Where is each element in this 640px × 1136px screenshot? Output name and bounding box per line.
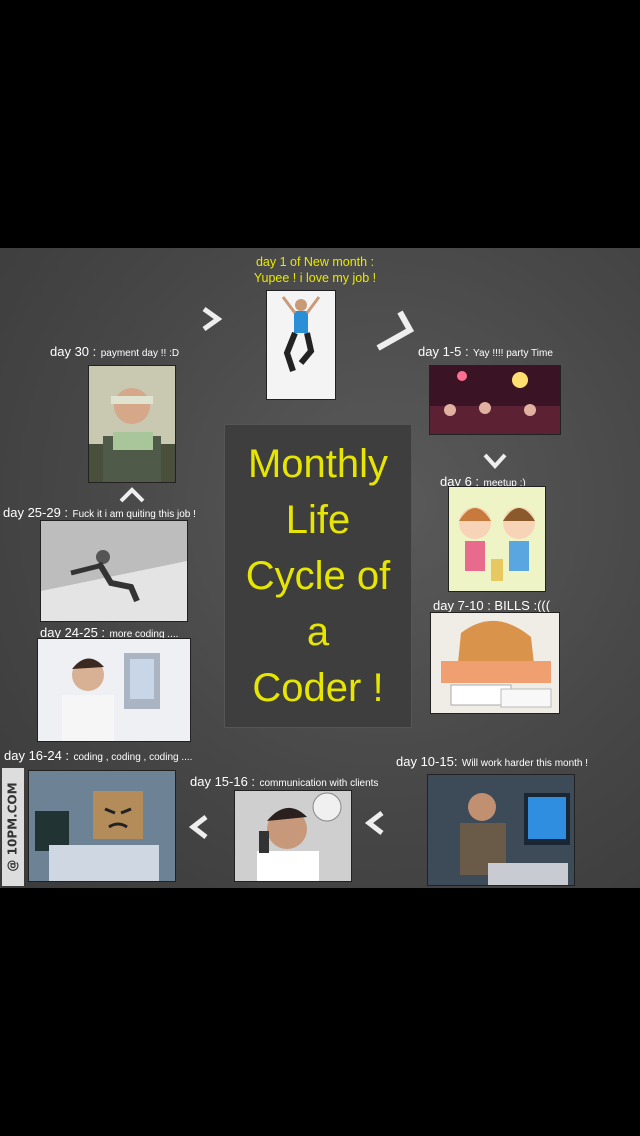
label-day6-day: day 6 : — [440, 474, 480, 489]
label-day25-29-text: Fuck it i am quiting this job ! — [72, 509, 196, 520]
title-line-2: Life — [285, 498, 351, 542]
title-line-3: Cycle of — [245, 554, 391, 598]
label-day30-text: payment day !! :D — [100, 348, 180, 359]
label-day6-text: meetup ;) — [483, 478, 526, 489]
watermark-text: @ 10PM.COM — [6, 782, 20, 872]
label-day16-24: day 16-24 : coding , coding , coding ...… — [4, 748, 192, 764]
label-day15-16: day 15-16 : communication with clients — [190, 774, 378, 790]
top-label-line1: day 1 of New month : — [255, 255, 375, 269]
top-label-line2: Yupee ! i love my job ! — [253, 271, 377, 285]
photo-phone-call — [234, 790, 352, 882]
label-day16-24-day: day 16-24 : — [4, 748, 70, 763]
label-day1-5: day 1-5 : Yay !!!! party Time — [418, 344, 553, 360]
top-label: day 1 of New month : Yupee ! i love my j… — [200, 254, 430, 286]
label-day25-29-day: day 25-29 : — [3, 505, 69, 520]
title-line-1: Monthly — [247, 442, 389, 486]
label-day7-10: day 7-10 : BILLS :((( — [433, 598, 550, 614]
label-day30: day 30 : payment day !! :D — [50, 344, 179, 360]
label-day1-5-text: Yay !!!! party Time — [473, 348, 553, 359]
arrow-left-icon-right — [364, 811, 384, 835]
label-day25-29: day 25-29 : Fuck it i am quiting this jo… — [3, 505, 196, 521]
arrow-right-icon — [202, 306, 222, 332]
label-day6: day 6 : meetup ;) — [440, 474, 526, 490]
watermark: @ 10PM.COM — [2, 768, 24, 886]
label-day24-25-text: more coding .... — [109, 629, 179, 640]
label-day10-15: day 10-15: Will work harder this month ! — [396, 754, 588, 770]
label-day10-15-text: Will work harder this month ! — [461, 758, 589, 769]
photo-jumping-man — [266, 290, 336, 400]
photo-money-man — [88, 365, 176, 483]
photo-meetup-cartoon — [448, 486, 546, 592]
label-day16-24-text: coding , coding , coding .... — [73, 752, 193, 763]
photo-stressed-coder — [37, 638, 191, 742]
label-day15-16-day: day 15-16 : — [190, 774, 256, 789]
arrow-down-icon — [483, 453, 507, 469]
label-day1-5-day: day 1-5 : — [418, 344, 469, 359]
arrow-left-icon-left — [188, 815, 208, 839]
arrow-up-icon — [119, 487, 145, 503]
poster: day 1 of New month : Yupee ! i love my j… — [0, 248, 640, 888]
photo-quitting-man — [40, 520, 188, 622]
label-day30-day: day 30 : — [50, 344, 97, 359]
photo-hard-worker — [427, 774, 575, 886]
arrow-down-right-icon — [376, 310, 415, 351]
center-title-box: Monthly Life Cycle of a Coder ! — [224, 424, 412, 728]
photo-bills — [430, 612, 560, 714]
label-day24-25: day 24-25 : more coding .... — [40, 625, 178, 641]
label-day7-10-day: day 7-10 : BILLS :((( — [433, 598, 551, 613]
photo-party — [429, 365, 561, 435]
label-day15-16-text: communication with clients — [259, 778, 379, 789]
photo-boxhead-coder — [28, 770, 176, 882]
label-day24-25-day: day 24-25 : — [40, 625, 106, 640]
title-line-5: Coder ! — [252, 666, 384, 710]
title-line-4: a — [306, 610, 330, 654]
label-day10-15-day: day 10-15: — [396, 754, 458, 769]
